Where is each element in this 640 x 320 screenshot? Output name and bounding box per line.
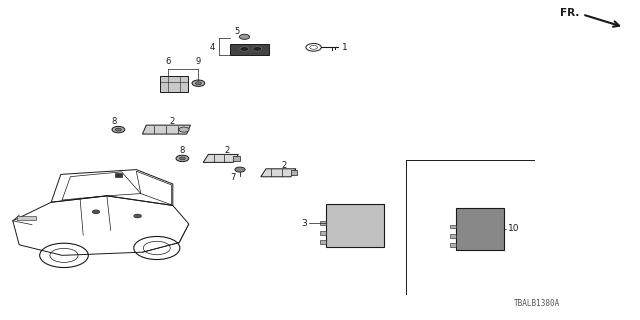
Text: 1: 1: [342, 43, 348, 52]
Bar: [458, 210, 470, 217]
Text: FR.: FR.: [561, 8, 580, 19]
Bar: [450, 234, 456, 238]
Circle shape: [253, 47, 262, 51]
Text: 3: 3: [301, 219, 307, 228]
Circle shape: [239, 34, 250, 39]
Text: 4: 4: [210, 43, 215, 52]
Text: 2: 2: [169, 117, 174, 126]
Bar: [320, 221, 326, 225]
Bar: [490, 220, 502, 227]
Circle shape: [112, 126, 125, 133]
Bar: [348, 227, 362, 235]
Bar: [329, 238, 343, 245]
Circle shape: [235, 167, 245, 172]
Bar: [329, 217, 343, 224]
Circle shape: [196, 82, 201, 85]
Bar: [234, 156, 240, 161]
Polygon shape: [203, 155, 239, 163]
Bar: [367, 217, 381, 224]
Text: 10: 10: [508, 224, 519, 233]
Text: 8: 8: [111, 117, 116, 126]
Bar: [291, 170, 297, 175]
Text: 2: 2: [225, 146, 230, 155]
Bar: [490, 241, 502, 248]
Bar: [348, 206, 362, 213]
Circle shape: [192, 80, 205, 86]
Polygon shape: [143, 125, 191, 134]
Bar: [115, 173, 122, 177]
Bar: [474, 210, 486, 217]
Bar: [456, 208, 504, 250]
Bar: [458, 230, 470, 237]
Bar: [320, 231, 326, 235]
Bar: [458, 241, 470, 248]
Bar: [474, 230, 486, 237]
Text: 9: 9: [196, 57, 201, 66]
Bar: [490, 210, 502, 217]
Bar: [367, 206, 381, 213]
Bar: [367, 238, 381, 245]
Circle shape: [176, 155, 189, 162]
Text: 2: 2: [282, 161, 287, 170]
Bar: [230, 44, 269, 55]
Circle shape: [240, 47, 249, 51]
Bar: [326, 204, 384, 247]
Bar: [458, 220, 470, 227]
Bar: [474, 241, 486, 248]
Bar: [450, 225, 456, 228]
Circle shape: [115, 128, 122, 131]
Polygon shape: [261, 169, 296, 177]
Bar: [320, 241, 326, 244]
Bar: [17, 216, 36, 220]
Circle shape: [92, 210, 100, 214]
Text: 8: 8: [179, 146, 184, 155]
Text: 6: 6: [165, 57, 170, 66]
Text: 5: 5: [234, 27, 239, 36]
Circle shape: [134, 214, 141, 218]
Circle shape: [179, 157, 186, 160]
Bar: [329, 227, 343, 235]
Bar: [490, 230, 502, 237]
Bar: [348, 217, 362, 224]
Bar: [160, 76, 188, 92]
Bar: [329, 206, 343, 213]
Text: 7: 7: [230, 173, 236, 182]
Bar: [474, 220, 486, 227]
Bar: [367, 227, 381, 235]
Bar: [348, 238, 362, 245]
Text: TBALB1380A: TBALB1380A: [514, 299, 560, 308]
Circle shape: [179, 127, 189, 132]
Bar: [450, 243, 456, 247]
